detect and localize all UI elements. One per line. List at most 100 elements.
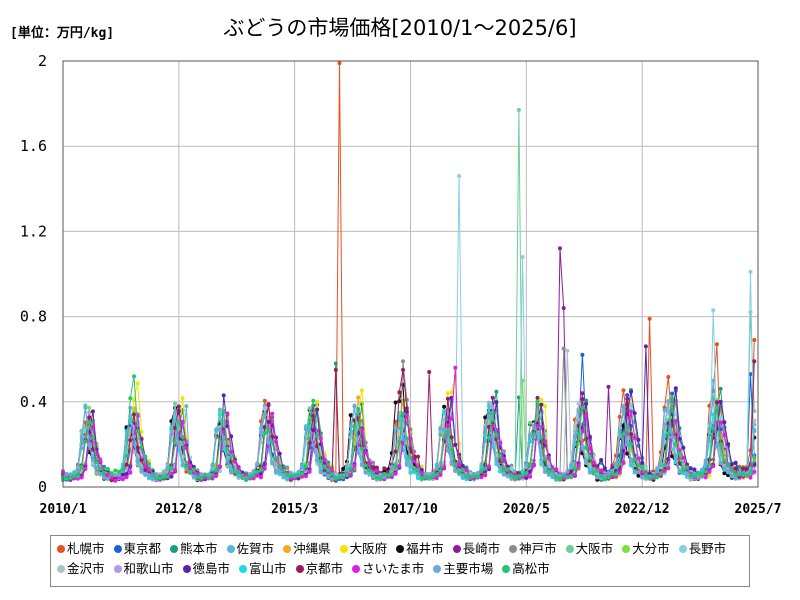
data-point: [393, 400, 398, 405]
data-point: [221, 409, 226, 413]
data-point: [341, 466, 346, 471]
legend-entry: 大阪府: [339, 540, 387, 558]
data-point: [311, 413, 316, 418]
data-point: [259, 475, 263, 480]
data-point: [621, 405, 626, 410]
data-point: [629, 400, 633, 405]
data-point: [363, 450, 368, 455]
data-point: [535, 399, 540, 404]
data-point: [625, 396, 630, 401]
data-point: [554, 474, 559, 479]
data-point: [640, 470, 645, 475]
data-point: [483, 466, 488, 471]
data-point: [281, 472, 286, 477]
data-point: [150, 476, 155, 481]
data-point: [206, 472, 211, 477]
y-tick-label: 1.6: [20, 137, 47, 155]
data-point: [221, 447, 226, 452]
data-point: [259, 430, 263, 435]
data-point: [666, 375, 671, 379]
data-point: [188, 470, 192, 475]
data-point: [711, 397, 716, 402]
legend-label: 主要市場: [443, 561, 494, 576]
legend-marker-icon: [113, 565, 122, 573]
legend-marker-icon: [509, 545, 518, 553]
data-point: [558, 473, 562, 478]
data-point: [666, 466, 671, 471]
data-point: [748, 475, 753, 480]
data-point: [404, 454, 409, 459]
legend-marker-icon: [113, 545, 122, 553]
data-point: [345, 468, 349, 473]
data-point: [681, 455, 686, 460]
x-tick-label: 2012/8: [155, 502, 202, 517]
data-point: [232, 469, 237, 474]
data-point: [677, 461, 682, 466]
legend-label: 長崎市: [462, 541, 501, 556]
data-point: [632, 469, 637, 474]
data-point: [139, 468, 144, 472]
data-point: [352, 404, 357, 409]
data-point: [647, 476, 652, 481]
data-point: [240, 473, 245, 478]
data-point: [617, 414, 622, 419]
data-point: [658, 463, 663, 468]
data-point: [670, 435, 675, 439]
data-point: [214, 473, 219, 478]
legend-entry: 徳島市: [182, 560, 230, 578]
data-point: [457, 470, 462, 475]
data-point: [423, 475, 428, 480]
data-point: [591, 460, 596, 465]
data-point: [146, 461, 151, 466]
data-point: [505, 473, 510, 478]
data-point: [356, 407, 361, 411]
data-point: [419, 475, 424, 480]
data-point: [625, 442, 630, 447]
data-point: [729, 462, 734, 467]
data-point: [528, 462, 533, 467]
data-point: [210, 476, 215, 481]
data-point: [408, 455, 413, 460]
data-point: [718, 415, 723, 420]
data-point: [602, 466, 607, 471]
data-point: [718, 420, 723, 425]
data-point: [640, 465, 645, 470]
data-point: [87, 443, 92, 448]
data-point: [132, 412, 136, 417]
data-point: [128, 405, 133, 410]
legend-label: 福井市: [406, 541, 444, 556]
data-point: [318, 470, 323, 475]
data-point: [550, 473, 555, 478]
data-point: [681, 468, 686, 473]
data-point: [681, 471, 686, 476]
data-point: [221, 393, 226, 398]
data-point: [154, 476, 159, 481]
data-point: [487, 404, 491, 409]
data-point: [68, 472, 73, 477]
legend-label: 金沢市: [67, 561, 105, 576]
data-point: [382, 475, 387, 480]
legend-label: 長野市: [688, 541, 727, 556]
data-point: [606, 471, 611, 476]
data-point: [90, 457, 95, 462]
data-point: [236, 470, 241, 475]
data-point: [565, 348, 570, 353]
data-point: [401, 359, 405, 364]
data-point: [528, 420, 533, 425]
data-point: [606, 475, 611, 480]
data-point: [367, 461, 372, 466]
data-point: [423, 471, 428, 476]
legend-marker-icon: [622, 545, 631, 553]
data-point: [501, 457, 506, 462]
data-point: [696, 470, 701, 475]
data-point: [524, 463, 529, 468]
data-point: [161, 472, 166, 477]
data-point: [539, 402, 544, 407]
data-point: [94, 460, 99, 465]
data-point: [210, 463, 215, 468]
data-point: [501, 468, 506, 473]
data-point: [438, 468, 443, 473]
data-point: [64, 476, 69, 481]
data-point: [315, 407, 320, 412]
data-point: [191, 474, 196, 479]
